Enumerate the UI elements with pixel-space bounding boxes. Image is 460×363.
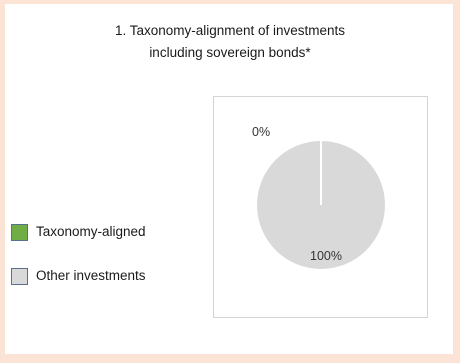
data-label-other-investments: 100% bbox=[310, 249, 342, 263]
legend-item-taxonomy-aligned: Taxonomy-aligned bbox=[11, 222, 211, 242]
plot-area: 0% 100% bbox=[213, 96, 428, 318]
data-label-taxonomy-aligned: 0% bbox=[252, 125, 271, 139]
chart-title: 1. Taxonomy-alignment of investments inc… bbox=[0, 20, 460, 64]
legend-item-other-investments: Other investments bbox=[11, 266, 211, 286]
pie-chart bbox=[257, 141, 385, 269]
legend-label-other-investments: Other investments bbox=[36, 268, 146, 283]
legend-swatch-other-investments bbox=[11, 268, 28, 285]
legend-swatch-taxonomy-aligned bbox=[11, 224, 28, 241]
legend-label-taxonomy-aligned: Taxonomy-aligned bbox=[36, 224, 146, 239]
chart-title-line-2: including sovereign bonds* bbox=[149, 45, 311, 60]
chart-title-line-1: 1. Taxonomy-alignment of investments bbox=[114, 23, 346, 38]
